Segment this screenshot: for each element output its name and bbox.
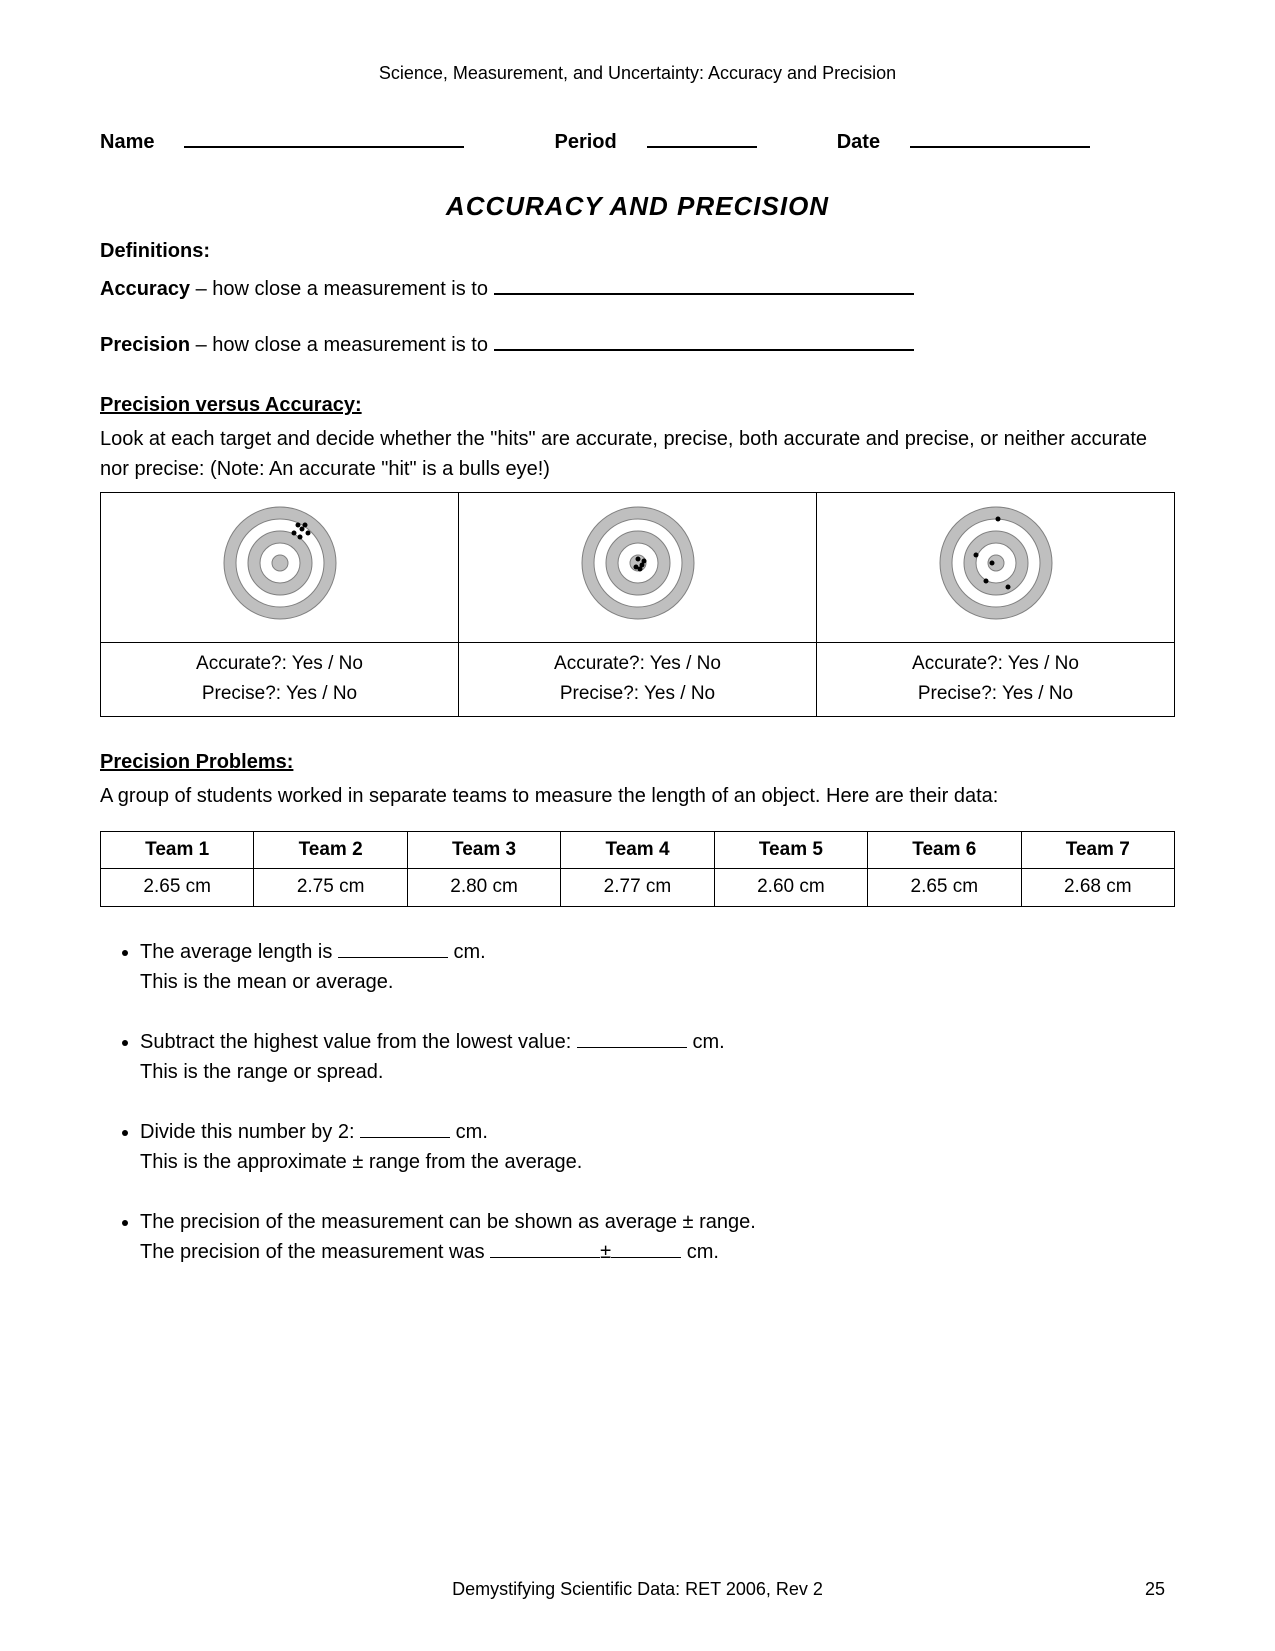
precision-problems-heading: Precision Problems:	[100, 747, 1175, 777]
date-blank[interactable]	[910, 146, 1090, 148]
team-value: 2.68 cm	[1021, 869, 1174, 907]
precision-label: Precision	[100, 334, 190, 356]
team-header: Team 3	[407, 831, 560, 869]
precision-problems-intro: A group of students worked in separate t…	[100, 781, 1175, 811]
team-header: Team 6	[868, 831, 1021, 869]
period-blank[interactable]	[647, 146, 757, 148]
half-blank[interactable]	[360, 1137, 450, 1138]
date-label: Date	[837, 127, 880, 157]
t: Subtract the highest value from the lowe…	[140, 1031, 577, 1053]
team-value: 2.65 cm	[868, 869, 1021, 907]
team-header: Team 2	[254, 831, 407, 869]
pva-intro: Look at each target and decide whether t…	[100, 424, 1175, 484]
t: cm.	[681, 1241, 719, 1263]
footer-text: Demystifying Scientific Data: RET 2006, …	[0, 1576, 1275, 1603]
accuracy-text: – how close a measurement is to	[190, 278, 493, 300]
t: cm.	[448, 941, 486, 963]
team-value: 2.65 cm	[101, 869, 254, 907]
t: Divide this number by 2:	[140, 1121, 360, 1143]
target-1	[101, 493, 459, 643]
accuracy-label: Accuracy	[100, 278, 190, 300]
definitions-heading: Definitions:	[100, 240, 210, 262]
step-precision: The precision of the measurement can be …	[140, 1207, 1175, 1267]
t: The precision of the measurement was	[140, 1241, 490, 1263]
t: This is the mean or average.	[140, 971, 393, 993]
t: This is the approximate ± range from the…	[140, 1151, 582, 1173]
range-blank[interactable]	[577, 1047, 687, 1048]
team-value: 2.75 cm	[254, 869, 407, 907]
target-2-questions: Accurate?: Yes / NoPrecise?: Yes / No	[459, 643, 817, 717]
running-header: Science, Measurement, and Uncertainty: A…	[100, 60, 1175, 87]
prec-range-blank[interactable]	[611, 1257, 681, 1258]
team-header: Team 4	[561, 831, 714, 869]
period-label: Period	[554, 127, 616, 157]
team-data-table: Team 1Team 2Team 3Team 4Team 5Team 6Team…	[100, 831, 1175, 907]
team-value: 2.80 cm	[407, 869, 560, 907]
team-header: Team 1	[101, 831, 254, 869]
target-1-questions: Accurate?: Yes / NoPrecise?: Yes / No	[101, 643, 459, 717]
t: This is the range or spread.	[140, 1061, 383, 1083]
step-average: The average length is cm. This is the me…	[140, 937, 1175, 997]
t: The precision of the measurement can be …	[140, 1211, 756, 1233]
precision-text: – how close a measurement is to	[190, 334, 493, 356]
team-header: Team 5	[714, 831, 867, 869]
student-fields: Name Period Date	[100, 127, 1175, 157]
team-header: Team 7	[1021, 831, 1174, 869]
step-range: Subtract the highest value from the lowe…	[140, 1027, 1175, 1087]
prec-avg-blank[interactable]	[490, 1257, 600, 1258]
step-halfrange: Divide this number by 2: cm. This is the…	[140, 1117, 1175, 1177]
target-3-questions: Accurate?: Yes / NoPrecise?: Yes / No	[817, 643, 1175, 717]
calculation-steps: The average length is cm. This is the me…	[100, 937, 1175, 1267]
name-label: Name	[100, 127, 154, 157]
t: The average length is	[140, 941, 338, 963]
name-blank[interactable]	[184, 146, 464, 148]
targets-table: Accurate?: Yes / NoPrecise?: Yes / NoAcc…	[100, 492, 1175, 717]
t: ±	[600, 1241, 611, 1263]
page-title: ACCURACY AND PRECISION	[100, 187, 1175, 226]
target-3	[817, 493, 1175, 643]
accuracy-blank[interactable]	[494, 293, 914, 295]
t: cm.	[450, 1121, 488, 1143]
page-number: 25	[1145, 1576, 1165, 1603]
pva-heading: Precision versus Accuracy:	[100, 390, 1175, 420]
team-value: 2.60 cm	[714, 869, 867, 907]
team-value: 2.77 cm	[561, 869, 714, 907]
t: cm.	[687, 1031, 725, 1053]
target-2	[459, 493, 817, 643]
avg-blank[interactable]	[338, 957, 448, 958]
precision-blank[interactable]	[494, 349, 914, 351]
